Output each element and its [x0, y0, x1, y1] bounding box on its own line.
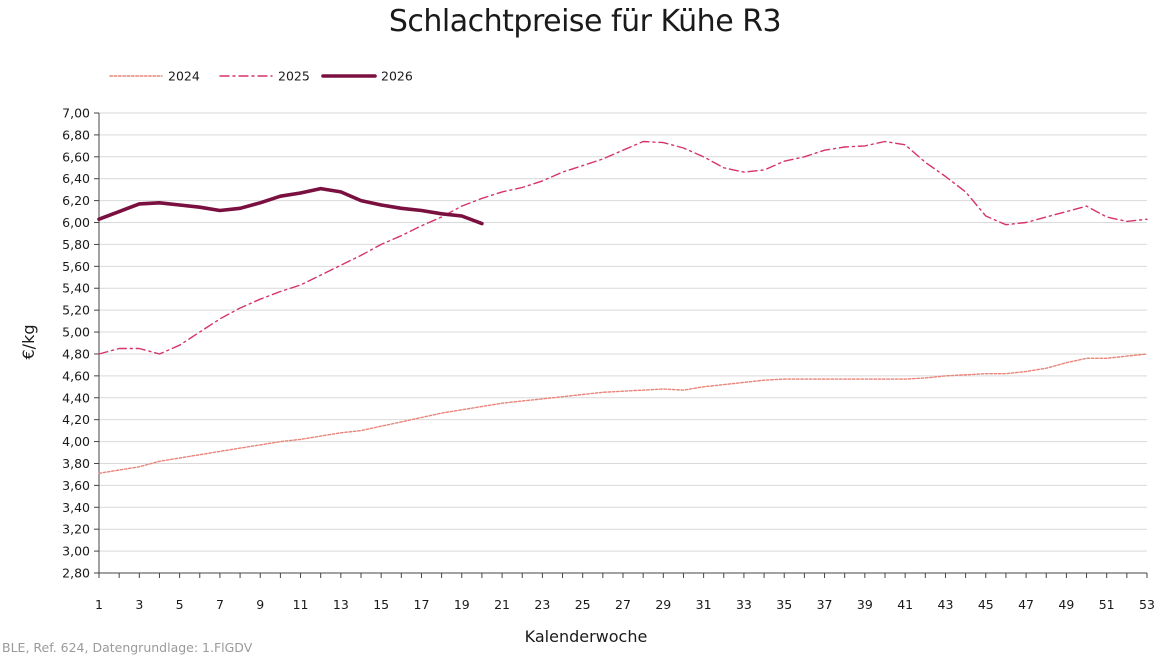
y-tick-label: 5,40 — [62, 281, 90, 296]
y-tick-label: 3,40 — [62, 500, 90, 515]
y-tick-label: 3,00 — [62, 544, 90, 559]
y-axis-title: €/kg — [19, 325, 38, 360]
legend: 2024 2025 2026 — [109, 69, 413, 84]
x-tick-label: 1 — [95, 597, 103, 612]
y-tick-label: 5,00 — [62, 325, 90, 340]
x-tick-label: 51 — [1099, 597, 1115, 612]
y-tick-label: 4,60 — [62, 368, 90, 383]
x-tick-label: 7 — [216, 597, 224, 612]
chart-title: Schlachtpreise für Kühe R3 — [388, 4, 782, 39]
y-tick-label: 6,40 — [62, 171, 90, 186]
x-tick-label: 5 — [176, 597, 184, 612]
x-tick-label: 3 — [135, 597, 143, 612]
y-tick-label: 3,80 — [62, 456, 90, 471]
x-tick-label: 41 — [897, 597, 913, 612]
x-tick-label: 35 — [776, 597, 792, 612]
x-tick-label: 33 — [736, 597, 752, 612]
y-tick-label: 3,60 — [62, 478, 90, 493]
x-tick-label: 13 — [333, 597, 349, 612]
series-line-2024 — [98, 353, 1148, 474]
x-tick-label: 47 — [1018, 597, 1034, 612]
series-lines — [97, 140, 1148, 474]
series-line-2025 — [98, 140, 1148, 355]
y-tick-label: 3,20 — [62, 522, 90, 537]
x-tick-label: 37 — [817, 597, 833, 612]
x-tick-label: 53 — [1139, 597, 1155, 612]
y-tick-label: 5,20 — [62, 303, 90, 318]
y-tick-label: 7,00 — [62, 106, 90, 121]
series-line-2026 — [97, 186, 484, 226]
y-tick-label: 6,20 — [62, 193, 90, 208]
x-tick-label: 29 — [655, 597, 671, 612]
y-tick-label: 6,80 — [62, 127, 90, 142]
y-tick-label: 5,80 — [62, 237, 90, 252]
source-note: BLE, Ref. 624, Datengrundlage: 1.FlGDV — [2, 640, 253, 655]
legend-label-2026: 2026 — [381, 69, 413, 84]
x-tick-label: 15 — [373, 597, 389, 612]
x-tick-label: 43 — [938, 597, 954, 612]
x-tick-label: 27 — [615, 597, 631, 612]
x-tick-label: 45 — [978, 597, 994, 612]
grid-lines — [99, 112, 1147, 552]
axes: 2,80 3,00 3,20 3,40 3,60 3,80 4,00 4,20 4,40 4,60… — [62, 106, 1155, 613]
y-tick-label: 6,00 — [62, 215, 90, 230]
y-tick-label: 6,60 — [62, 149, 90, 164]
x-axis-title: Kalenderwoche — [525, 627, 648, 646]
x-tick-label: 31 — [696, 597, 712, 612]
x-tick-label: 19 — [454, 597, 470, 612]
y-tick-label: 5,60 — [62, 259, 90, 274]
legend-label-2025: 2025 — [278, 69, 310, 84]
x-tick-label: 25 — [575, 597, 591, 612]
y-tick-label: 4,20 — [62, 412, 90, 427]
y-tick-label: 4,80 — [62, 346, 90, 361]
x-tick-label: 23 — [534, 597, 550, 612]
y-tick-label: 4,40 — [62, 390, 90, 405]
x-tick-label: 17 — [414, 597, 430, 612]
x-tick-label: 11 — [293, 597, 309, 612]
x-tick-label: 9 — [256, 597, 264, 612]
legend-label-2024: 2024 — [168, 69, 200, 84]
y-tick-label: 4,00 — [62, 434, 90, 449]
x-tick-label: 39 — [857, 597, 873, 612]
x-tick-label: 21 — [494, 597, 510, 612]
y-tick-label: 2,80 — [62, 566, 90, 581]
x-tick-label: 49 — [1058, 597, 1074, 612]
